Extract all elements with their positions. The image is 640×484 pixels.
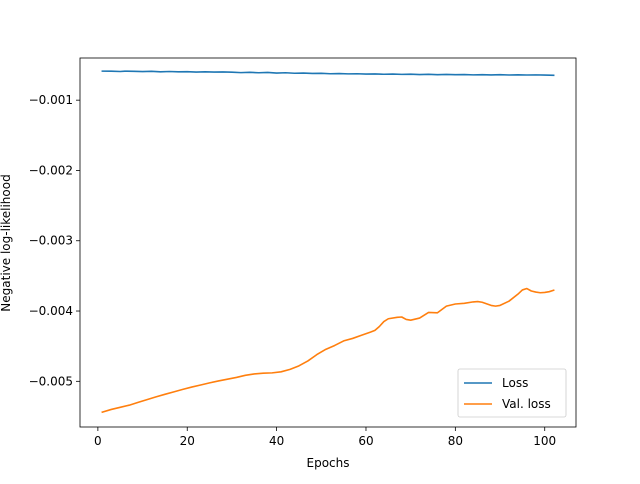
series-line-1	[101, 70, 555, 77]
x-tick-label: 20	[180, 434, 195, 448]
legend: Loss Val. loss	[457, 368, 567, 418]
plot-area	[101, 70, 555, 414]
axes: 0 20 40 60 80 100 −0.005 −0.004 −0.003 −0.002 −0.0…	[29, 57, 577, 448]
x-tick-label: 40	[269, 434, 284, 448]
legend-label-1: Loss	[502, 376, 528, 390]
axes-frame	[79, 57, 577, 428]
x-tick-label: 80	[448, 434, 463, 448]
x-tick-label: 0	[94, 434, 102, 448]
y-axis-label: Negative log-likelihood	[0, 174, 13, 311]
x-axis-label: Epochs	[307, 456, 350, 470]
y-tick-label: −0.004	[29, 304, 73, 318]
legend-box	[457, 368, 567, 418]
series-line-2	[101, 287, 555, 414]
y-tick-label: −0.002	[29, 163, 73, 177]
legend-label-2: Val. loss	[502, 397, 551, 411]
x-tick-label: 100	[533, 434, 556, 448]
y-tick-label: −0.005	[29, 374, 73, 388]
y-tick-label: −0.001	[29, 93, 73, 107]
x-tick-label: 60	[358, 434, 373, 448]
y-tick-label: −0.003	[29, 234, 73, 248]
